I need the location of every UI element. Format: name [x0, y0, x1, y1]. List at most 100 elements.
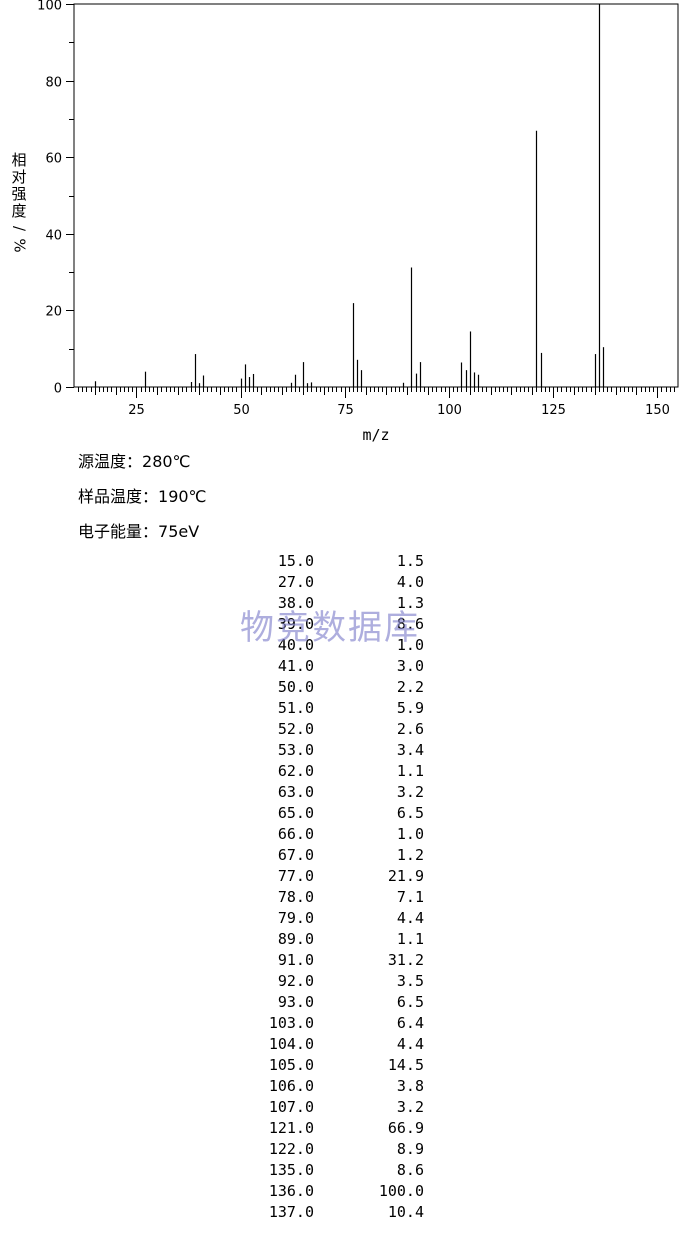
x-tick-label: 75 [337, 403, 354, 418]
intensity-cell: 6.5 [396, 993, 424, 1011]
table-row: 51.0 5.9 [230, 698, 424, 719]
condition-value: 190℃ [158, 487, 207, 506]
x-tick-label: 125 [541, 403, 566, 418]
x-tick-label: 150 [645, 403, 670, 418]
x-axis-label: m/z [362, 426, 389, 444]
intensity-cell: 100.0 [378, 1182, 424, 1200]
mz-cell: 92.0 [277, 972, 314, 990]
intensity-cell: 1.0 [396, 636, 424, 654]
mz-cell: 51.0 [277, 699, 314, 717]
table-row: 53.0 3.4 [230, 740, 424, 761]
intensity-cell: 3.2 [396, 783, 424, 801]
intensity-cell: 1.0 [396, 825, 424, 843]
intensity-cell: 66.9 [387, 1119, 424, 1137]
intensity-cell: 2.2 [396, 678, 424, 696]
intensity-cell: 8.9 [396, 1140, 424, 1158]
intensity-cell: 31.2 [387, 951, 424, 969]
x-tick-label: 25 [128, 403, 145, 418]
table-row: 106.0 3.8 [230, 1076, 424, 1097]
y-label-char: 强 [11, 185, 27, 203]
mass-spectrum-chart: 25 50 75 100 125 150 0 20 40 60 80 100 m/z [37, 0, 679, 444]
mz-cell: 78.0 [277, 888, 314, 906]
mz-cell: 136.0 [268, 1182, 314, 1200]
condition-name: 电子能量： [78, 522, 159, 541]
mz-cell: 40.0 [277, 636, 314, 654]
y-label-char: 相 [11, 151, 27, 169]
condition-value: 280℃ [142, 452, 191, 471]
intensity-cell: 6.5 [396, 804, 424, 822]
mz-cell: 79.0 [277, 909, 314, 927]
table-row: 91.0 31.2 [230, 950, 424, 971]
sample-temperature: 样品温度：190℃ [78, 483, 207, 507]
y-tick-label: 100 [37, 0, 62, 14]
condition-name: 样品温度： [78, 487, 159, 506]
intensity-cell: 1.1 [396, 930, 424, 948]
table-row: 107.0 3.2 [230, 1097, 424, 1118]
mz-cell: 137.0 [268, 1203, 314, 1221]
y-tick-label: 80 [45, 76, 62, 91]
mz-cell: 77.0 [277, 867, 314, 885]
y-label-char: 对 [11, 168, 27, 186]
mz-cell: 27.0 [277, 573, 314, 591]
mz-cell: 53.0 [277, 741, 314, 759]
intensity-cell: 1.5 [396, 552, 424, 570]
mz-cell: 52.0 [277, 720, 314, 738]
mz-cell: 65.0 [277, 804, 314, 822]
intensity-cell: 1.1 [396, 762, 424, 780]
table-row: 92.0 3.5 [230, 971, 424, 992]
intensity-cell: 6.4 [396, 1014, 424, 1032]
intensity-cell: 3.0 [396, 657, 424, 675]
mz-cell: 104.0 [268, 1035, 314, 1053]
table-row: 136.0 100.0 [230, 1181, 424, 1202]
table-row: 67.0 1.2 [230, 845, 424, 866]
intensity-cell: 10.4 [387, 1203, 424, 1221]
table-row: 63.0 3.2 [230, 782, 424, 803]
table-row: 105.0 14.5 [230, 1055, 424, 1076]
table-row: 122.0 8.9 [230, 1139, 424, 1160]
mz-cell: 105.0 [268, 1056, 314, 1074]
y-label-char: % [10, 238, 29, 253]
intensity-cell: 4.0 [396, 573, 424, 591]
table-row: 89.0 1.1 [230, 929, 424, 950]
mz-cell: 41.0 [277, 657, 314, 675]
table-row: 135.0 8.6 [230, 1160, 424, 1181]
mz-cell: 106.0 [268, 1077, 314, 1095]
mz-cell: 135.0 [268, 1161, 314, 1179]
y-axis-label: 相 对 强 度 / % [8, 152, 30, 254]
intensity-cell: 5.9 [396, 699, 424, 717]
intensity-cell: 3.8 [396, 1077, 424, 1095]
y-tick-label: 40 [45, 229, 62, 244]
intensity-cell: 3.5 [396, 972, 424, 990]
y-tick-label: 60 [45, 152, 62, 167]
mz-cell: 122.0 [268, 1140, 314, 1158]
table-row: 79.0 4.4 [230, 908, 424, 929]
table-row: 65.0 6.5 [230, 803, 424, 824]
table-row: 137.0 10.4 [230, 1202, 424, 1223]
electron-energy: 电子能量：75eV [78, 518, 199, 542]
mz-cell: 107.0 [268, 1098, 314, 1116]
table-row: 121.0 66.9 [230, 1118, 424, 1139]
mz-cell: 67.0 [277, 846, 314, 864]
table-row: 103.0 6.4 [230, 1013, 424, 1034]
peak-table: 15.0 1.5 27.0 4.0 38.0 1.3 39.0 8.6 40.0 1.0 41.0 3… [230, 551, 424, 1223]
table-row: 50.0 2.2 [230, 677, 424, 698]
mz-cell: 91.0 [277, 951, 314, 969]
intensity-cell: 1.3 [396, 594, 424, 612]
plot-frame [73, 3, 679, 388]
intensity-cell: 1.2 [396, 846, 424, 864]
intensity-cell: 4.4 [396, 1035, 424, 1053]
intensity-cell: 8.6 [396, 615, 424, 633]
table-row: 27.0 4.0 [230, 572, 424, 593]
table-row: 66.0 1.0 [230, 824, 424, 845]
y-tick-label: 20 [45, 305, 62, 320]
table-row: 62.0 1.1 [230, 761, 424, 782]
intensity-cell: 4.4 [396, 909, 424, 927]
mz-cell: 89.0 [277, 930, 314, 948]
mz-cell: 62.0 [277, 762, 314, 780]
mz-cell: 66.0 [277, 825, 314, 843]
condition-value: 75eV [158, 522, 200, 541]
table-row: 104.0 4.4 [230, 1034, 424, 1055]
intensity-cell: 3.2 [396, 1098, 424, 1116]
intensity-cell: 14.5 [387, 1056, 424, 1074]
intensity-cell: 7.1 [396, 888, 424, 906]
